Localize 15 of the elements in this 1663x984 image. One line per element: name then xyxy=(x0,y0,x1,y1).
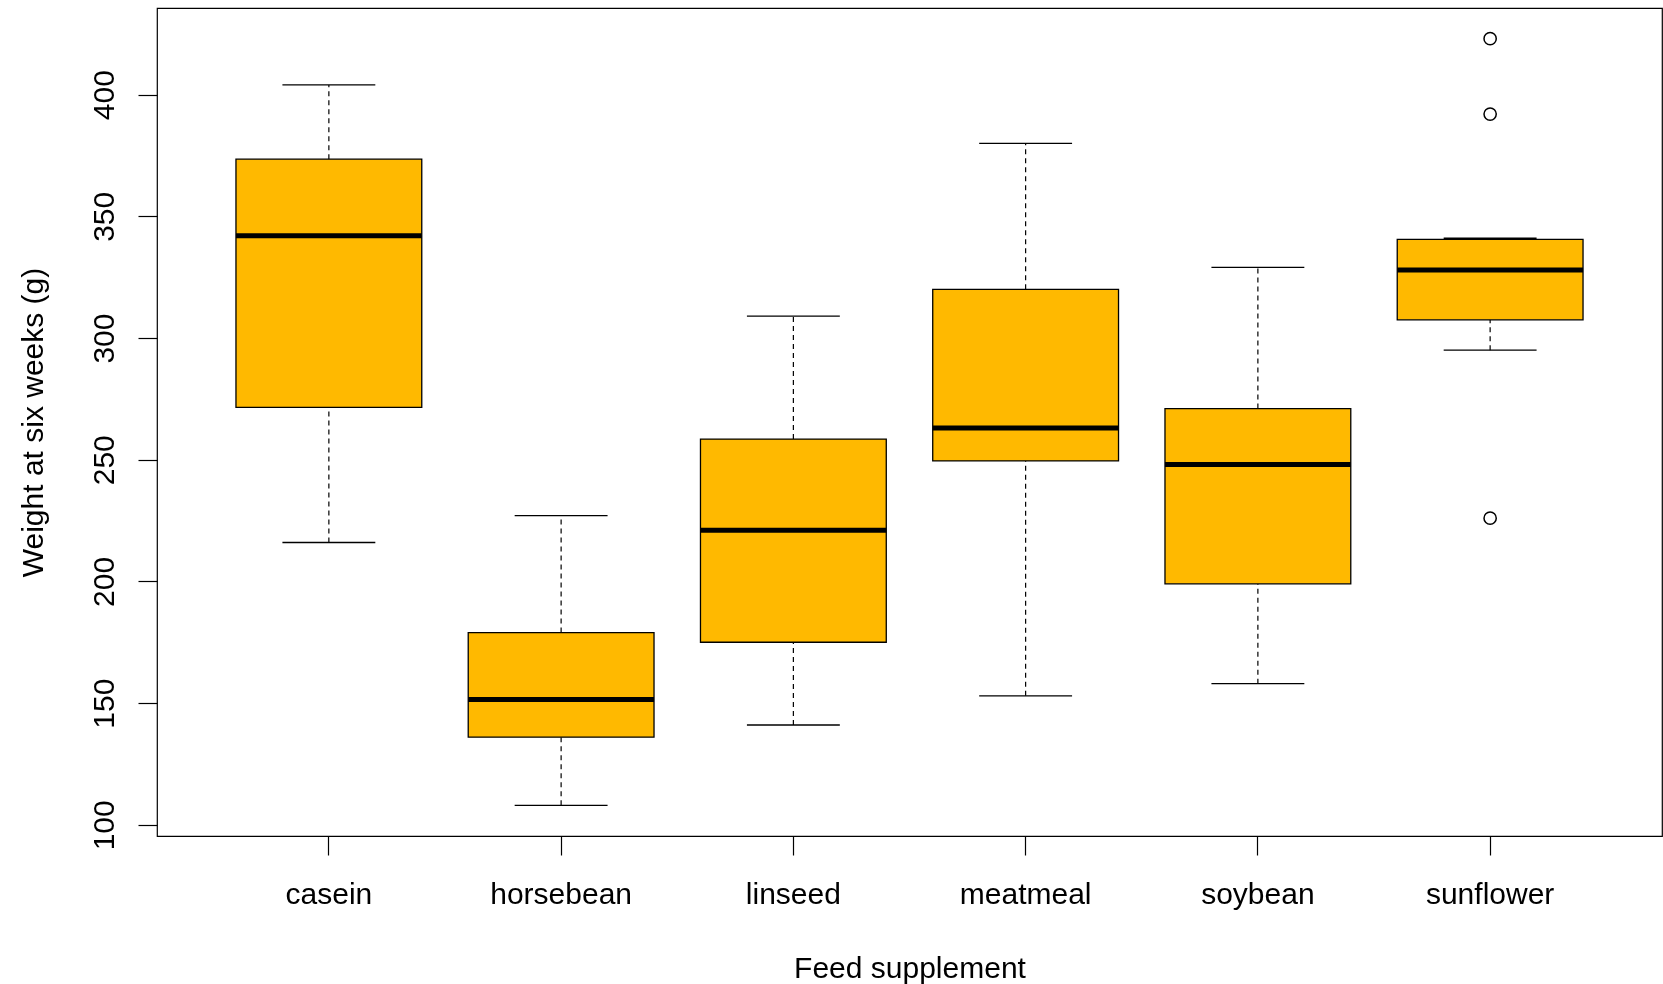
x-tick-label: meatmeal xyxy=(959,876,1092,910)
y-tick-label: 400 xyxy=(86,70,120,121)
x-tick-label: soybean xyxy=(1201,876,1315,910)
y-tick-label: 250 xyxy=(86,435,120,486)
y-tick-label: 300 xyxy=(86,313,120,364)
y-tick-label: 100 xyxy=(86,800,120,851)
x-tick-label: horsebean xyxy=(490,876,633,910)
x-tick-label: linseed xyxy=(745,876,841,910)
y-tick-label: 150 xyxy=(86,678,120,729)
x-tick-label: casein xyxy=(285,876,373,910)
y-tick-label: 350 xyxy=(86,191,120,242)
x-axis-title: Feed supplement xyxy=(794,950,1027,984)
y-axis-title: Weight at six weeks (g) xyxy=(15,267,49,578)
y-tick-label: 200 xyxy=(86,556,120,607)
x-tick-label: sunflower xyxy=(1425,876,1555,910)
